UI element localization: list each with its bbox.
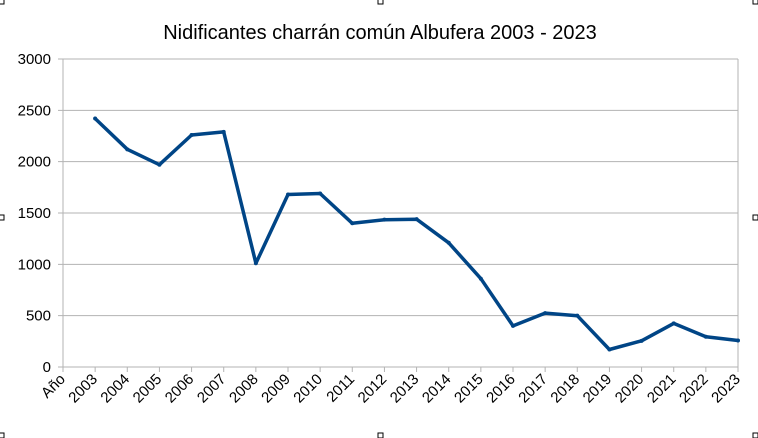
data-point <box>575 313 580 318</box>
x-tick-label: 2007 <box>194 371 230 407</box>
data-point <box>350 221 355 226</box>
data-point <box>446 240 451 245</box>
x-tick-labels: Año2003200420052006200720082009201020112… <box>38 371 744 407</box>
resize-handle[interactable] <box>752 0 758 5</box>
data-point <box>286 192 290 197</box>
x-tick-label: 2013 <box>387 371 423 407</box>
data-point <box>318 191 323 196</box>
y-tick-label: 1000 <box>18 256 51 273</box>
x-tick-label: 2016 <box>483 371 519 407</box>
data-point <box>414 217 419 222</box>
x-tick-label: 2009 <box>258 371 294 407</box>
y-tick-label: 2500 <box>18 102 51 119</box>
chart-title: Nidificantes charrán común Albufera 2003… <box>163 22 597 44</box>
resize-handle[interactable] <box>0 432 5 438</box>
x-tick-label: 2020 <box>612 371 648 407</box>
x-tick-label: 2023 <box>708 371 744 407</box>
x-tick-label: 2017 <box>515 371 551 407</box>
gridlines <box>58 58 738 368</box>
data-point <box>703 334 708 339</box>
data-point <box>93 116 98 121</box>
y-tick-label: 3000 <box>18 51 51 68</box>
x-tick-label: 2022 <box>676 371 712 407</box>
x-tick-label: 2008 <box>226 371 262 407</box>
x-tick-label: 2006 <box>162 371 198 407</box>
x-tick-label: 2003 <box>65 371 101 407</box>
y-tick-label: 500 <box>26 308 51 325</box>
x-tick-label: 2018 <box>547 371 583 407</box>
x-tick-label: 2015 <box>451 371 487 407</box>
resize-handle[interactable] <box>752 214 758 221</box>
data-point <box>607 347 612 352</box>
y-tick-label: 1500 <box>18 205 51 222</box>
data-point <box>157 162 162 167</box>
y-tick-label: 2000 <box>18 154 51 171</box>
x-tick-label: 2014 <box>419 371 455 407</box>
x-tick-label: 2019 <box>580 371 616 407</box>
resize-handle[interactable] <box>752 432 758 438</box>
series-line <box>93 116 740 352</box>
axes <box>62 59 739 372</box>
resize-handle[interactable] <box>0 214 5 221</box>
data-point <box>511 323 515 328</box>
data-point <box>543 311 548 316</box>
data-point <box>736 338 740 343</box>
y-tick-labels: 0 500 1000 1500 2000 2500 3000 <box>18 51 51 376</box>
data-point <box>125 147 130 152</box>
x-tick-label: 2010 <box>290 371 326 407</box>
y-tick-label: 0 <box>43 359 51 376</box>
data-point <box>382 217 387 222</box>
data-point <box>671 321 676 326</box>
resize-handle[interactable] <box>377 432 384 438</box>
data-point <box>253 261 258 266</box>
data-point <box>639 338 644 343</box>
resize-handle[interactable] <box>0 0 5 5</box>
x-tick-label: 2004 <box>97 371 133 407</box>
x-tick-label: 2012 <box>355 371 391 407</box>
data-point <box>478 276 483 281</box>
data-point <box>221 129 226 134</box>
resize-handle[interactable] <box>377 0 384 5</box>
x-tick-label: 2021 <box>644 371 680 407</box>
data-point <box>189 132 194 137</box>
x-tick-label: 2011 <box>323 371 358 406</box>
series-layer <box>93 116 740 352</box>
x-tick-label: 2005 <box>130 371 166 407</box>
